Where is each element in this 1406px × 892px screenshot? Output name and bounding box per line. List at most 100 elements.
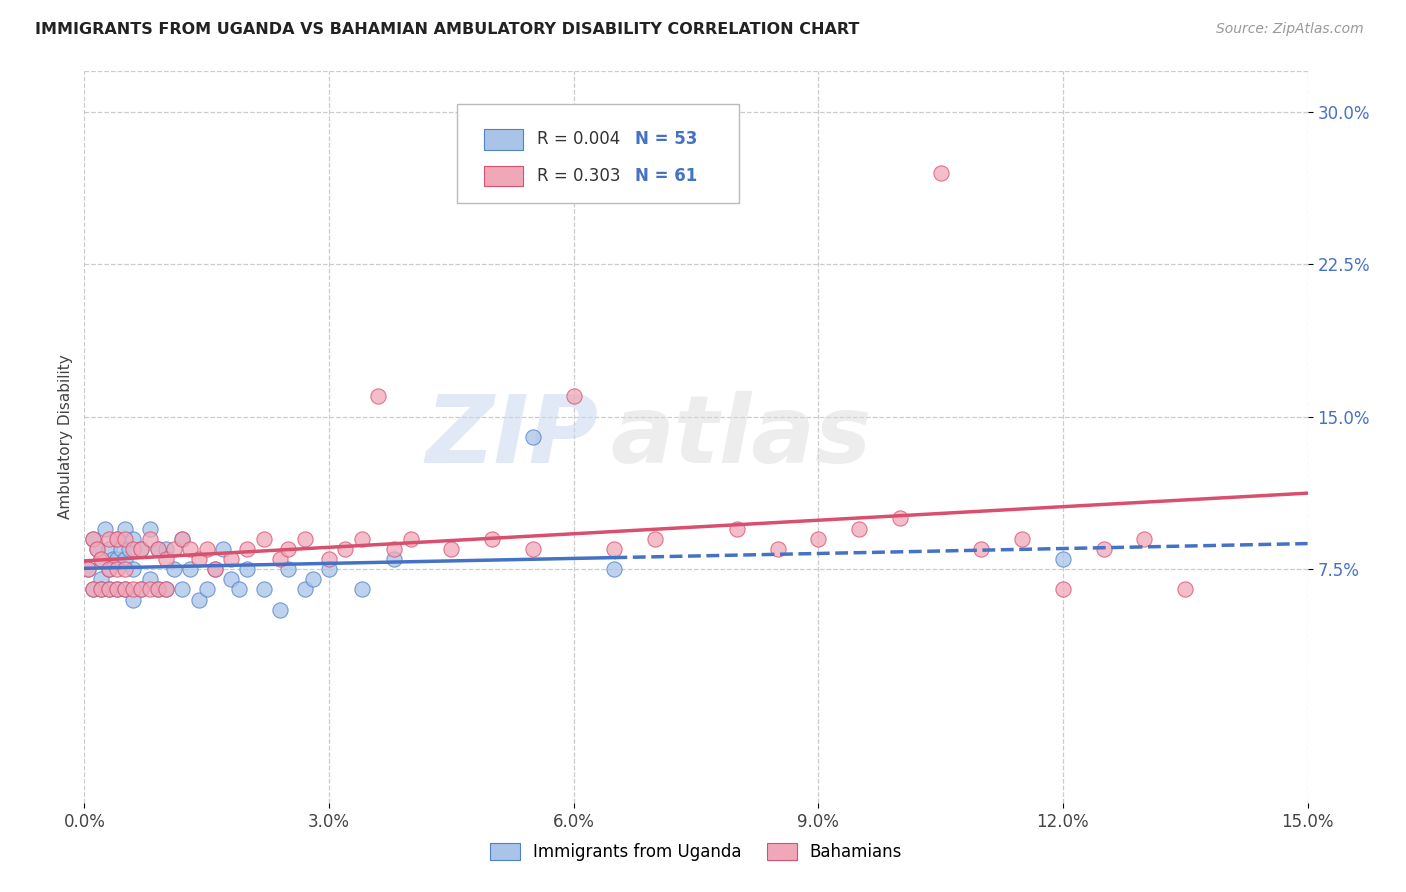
- Point: [122, 562, 145, 576]
- Point: [195, 582, 218, 597]
- Point: [131, 582, 153, 597]
- Text: ZIP: ZIP: [425, 391, 598, 483]
- Point: [277, 562, 299, 576]
- FancyBboxPatch shape: [484, 166, 523, 186]
- Point: [131, 541, 153, 556]
- Point: [82, 582, 104, 597]
- Point: [138, 521, 160, 535]
- Point: [187, 552, 209, 566]
- Point: [277, 541, 299, 556]
- Text: R = 0.303: R = 0.303: [537, 167, 620, 185]
- Point: [114, 552, 136, 566]
- Point: [131, 541, 153, 556]
- Point: [90, 552, 112, 566]
- Point: [114, 562, 136, 576]
- Point: [146, 582, 169, 597]
- Point: [269, 552, 291, 566]
- Point: [110, 541, 132, 556]
- Point: [725, 521, 748, 535]
- Point: [1092, 541, 1115, 556]
- Point: [138, 572, 160, 586]
- Point: [350, 532, 373, 546]
- Point: [82, 532, 104, 546]
- Point: [970, 541, 993, 556]
- Point: [269, 603, 291, 617]
- Point: [131, 582, 153, 597]
- Point: [350, 582, 373, 597]
- Point: [97, 541, 120, 556]
- Point: [236, 562, 259, 576]
- Point: [766, 541, 789, 556]
- Point: [172, 532, 194, 546]
- Point: [101, 552, 124, 566]
- Point: [1011, 532, 1033, 546]
- Point: [603, 541, 626, 556]
- Point: [146, 582, 169, 597]
- Point: [82, 582, 104, 597]
- Point: [86, 541, 108, 556]
- Point: [114, 532, 136, 546]
- Point: [114, 582, 136, 597]
- Point: [294, 582, 316, 597]
- Point: [848, 521, 870, 535]
- Point: [172, 582, 194, 597]
- Point: [105, 532, 128, 546]
- Legend: Immigrants from Uganda, Bahamians: Immigrants from Uganda, Bahamians: [484, 836, 908, 868]
- Point: [318, 562, 340, 576]
- Point: [382, 541, 405, 556]
- Point: [105, 552, 128, 566]
- Point: [90, 582, 112, 597]
- Point: [219, 572, 242, 586]
- Point: [82, 532, 104, 546]
- Point: [399, 532, 422, 546]
- Point: [253, 582, 276, 597]
- Point: [195, 541, 218, 556]
- Point: [155, 582, 177, 597]
- Point: [1052, 552, 1074, 566]
- Point: [90, 572, 112, 586]
- Point: [212, 541, 235, 556]
- Point: [77, 562, 100, 576]
- Point: [122, 592, 145, 607]
- Point: [105, 532, 128, 546]
- Point: [138, 582, 160, 597]
- Point: [122, 541, 145, 556]
- Point: [1174, 582, 1197, 597]
- Point: [367, 389, 389, 403]
- FancyBboxPatch shape: [457, 104, 738, 203]
- Point: [440, 541, 463, 556]
- Point: [114, 582, 136, 597]
- Point: [187, 592, 209, 607]
- Point: [105, 582, 128, 597]
- Point: [219, 552, 242, 566]
- Text: Source: ZipAtlas.com: Source: ZipAtlas.com: [1216, 22, 1364, 37]
- Point: [522, 541, 544, 556]
- Point: [301, 572, 323, 586]
- Point: [294, 532, 316, 546]
- Text: atlas: atlas: [610, 391, 872, 483]
- Point: [228, 582, 250, 597]
- Text: N = 61: N = 61: [636, 167, 697, 185]
- Point: [335, 541, 357, 556]
- Point: [146, 541, 169, 556]
- Point: [1052, 582, 1074, 597]
- Point: [97, 562, 120, 576]
- Point: [138, 532, 160, 546]
- Point: [253, 532, 276, 546]
- Point: [105, 582, 128, 597]
- Point: [382, 552, 405, 566]
- Point: [105, 562, 128, 576]
- Text: R = 0.004: R = 0.004: [537, 130, 620, 148]
- Point: [86, 541, 108, 556]
- Point: [97, 582, 120, 597]
- Point: [118, 541, 141, 556]
- Point: [90, 552, 112, 566]
- Point: [97, 582, 120, 597]
- Point: [522, 430, 544, 444]
- Point: [603, 562, 626, 576]
- Point: [163, 562, 186, 576]
- Point: [929, 166, 952, 180]
- Y-axis label: Ambulatory Disability: Ambulatory Disability: [58, 355, 73, 519]
- Point: [93, 521, 115, 535]
- Point: [155, 582, 177, 597]
